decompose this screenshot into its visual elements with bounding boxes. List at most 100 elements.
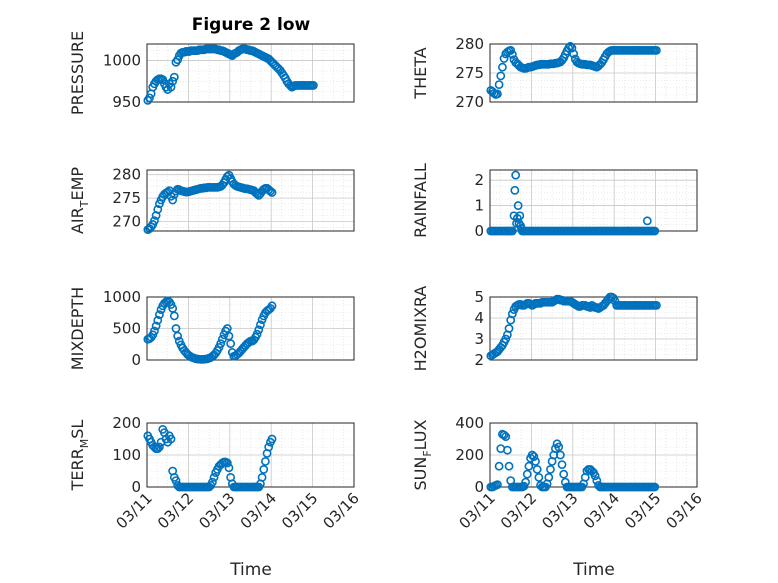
y-tick-label: 0 xyxy=(474,478,484,496)
data-point xyxy=(254,325,264,335)
axes-box xyxy=(489,296,698,361)
data-point xyxy=(642,216,652,226)
x-tick-label: 03/16 xyxy=(320,489,363,532)
y-tick-label: 275 xyxy=(455,64,484,82)
data-point xyxy=(153,205,163,214)
data-point xyxy=(501,334,511,344)
data-point xyxy=(257,472,267,482)
data-point xyxy=(222,458,232,468)
data-point xyxy=(208,477,217,487)
data-point xyxy=(265,186,275,196)
data-point xyxy=(166,434,176,444)
y-tick-label: 275 xyxy=(112,189,141,207)
axes-box xyxy=(146,169,355,232)
subplot-2: 270 275 280 THETA xyxy=(411,35,698,111)
data-point xyxy=(532,464,542,474)
y-axis-label: RAINFALL xyxy=(411,163,430,238)
y-axis-label: AIRTEMP xyxy=(68,167,91,234)
data-point xyxy=(224,463,234,473)
y-axis-label: TERRMSL xyxy=(68,420,91,492)
y-tick-label: 270 xyxy=(112,213,141,231)
subplot-4: 0 1 2 RAINFALL xyxy=(411,163,698,240)
data-point xyxy=(494,80,504,89)
data-point xyxy=(267,434,277,444)
data-point xyxy=(252,329,262,339)
data-point xyxy=(515,211,525,221)
data-point xyxy=(650,482,660,492)
y-tick-label: 2 xyxy=(474,171,484,189)
data-point xyxy=(261,456,270,466)
x-tick-label: 03/13 xyxy=(538,489,581,532)
data-point xyxy=(512,213,522,223)
data-point xyxy=(504,461,514,471)
subplot-3: 270 275 280 AIRTEMP xyxy=(68,166,355,234)
data-point xyxy=(529,452,539,461)
x-tick-label: 03/12 xyxy=(154,489,197,532)
data-point xyxy=(506,45,516,55)
data-point xyxy=(499,430,509,440)
y-tick-label: 500 xyxy=(112,320,141,338)
data-point xyxy=(169,311,179,321)
y-tick-label: 0 xyxy=(131,478,141,496)
subplot-8: 020040003/1103/1203/1303/1403/1503/16SUN… xyxy=(411,414,706,532)
y-tick-label: 1 xyxy=(474,197,484,215)
data-point xyxy=(226,339,236,349)
data-point xyxy=(521,477,531,487)
data-point xyxy=(590,471,600,481)
y-axis-label: PRESSURE xyxy=(68,31,87,115)
y-tick-label: 1000 xyxy=(103,52,141,70)
data-point xyxy=(652,300,661,310)
data-point xyxy=(151,321,161,331)
data-point xyxy=(158,75,168,85)
data-point xyxy=(531,456,540,466)
y-tick-label: 200 xyxy=(112,414,141,432)
x-tick-label: 03/14 xyxy=(580,489,623,532)
y-tick-label: 2 xyxy=(474,351,484,369)
data-point xyxy=(544,472,554,482)
axes-box xyxy=(146,296,355,361)
x-tick-label: 03/13 xyxy=(195,489,238,532)
data-point xyxy=(259,464,269,474)
x-tick-label: 03/16 xyxy=(663,489,706,532)
data-point xyxy=(510,185,520,195)
y-axis-label: H2OMIXRA xyxy=(411,286,430,372)
x-axis-label-right: Time xyxy=(572,560,615,580)
data-point xyxy=(168,195,178,205)
data-point xyxy=(557,460,567,469)
data-point xyxy=(507,50,517,59)
data-point xyxy=(173,331,183,341)
y-tick-label: 400 xyxy=(455,414,484,432)
data-point xyxy=(155,310,164,320)
y-tick-label: 200 xyxy=(455,446,484,464)
data-point xyxy=(494,461,504,471)
data-point xyxy=(496,71,506,81)
data-point xyxy=(493,89,502,99)
y-tick-label: 5 xyxy=(474,288,484,306)
data-point xyxy=(652,45,661,55)
axes-box xyxy=(146,43,355,103)
y-axis-label: THETA xyxy=(411,47,430,99)
y-tick-label: 950 xyxy=(112,93,141,111)
y-axis-label: SUNFLUX xyxy=(411,419,434,490)
subplot-6: 2 3 4 5 H2OMIXRA xyxy=(411,286,698,372)
y-tick-label: 280 xyxy=(455,35,484,53)
x-tick-label: 03/15 xyxy=(621,489,664,532)
x-tick-label: 03/12 xyxy=(497,489,540,532)
data-point xyxy=(150,326,159,336)
data-point xyxy=(153,315,163,325)
data-point xyxy=(267,301,277,311)
subplot-1: 950 1000 PRESSURE xyxy=(68,31,355,115)
y-tick-label: 0 xyxy=(131,351,141,369)
data-point xyxy=(216,339,226,349)
data-point xyxy=(564,43,574,53)
axes-box xyxy=(489,422,698,488)
data-point xyxy=(519,481,529,491)
data-point xyxy=(264,442,274,452)
y-tick-label: 270 xyxy=(455,93,484,111)
data-point xyxy=(502,445,512,455)
y-tick-label: 100 xyxy=(112,446,141,464)
subplot-5: 0 500 1000 MIXDEPTH xyxy=(68,287,355,370)
data-point xyxy=(511,170,521,180)
data-point xyxy=(173,55,183,65)
